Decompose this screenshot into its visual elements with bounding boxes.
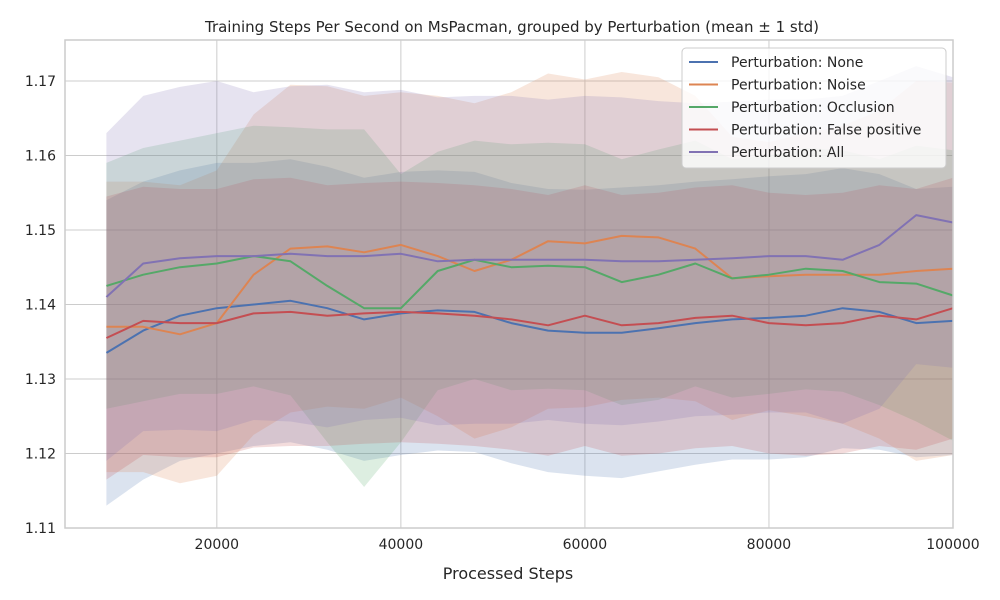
x-axis-label: Processed Steps [443,564,574,583]
series-line-0 [105,299,954,354]
std-band-series-3 [106,177,953,480]
y-tick-label: 1.15 [25,223,56,239]
std-band-series-2 [106,125,953,487]
series-line-4 [105,214,954,298]
std-bands [106,66,953,506]
y-tick-label: 1.16 [25,148,56,164]
plot-frame [64,39,954,529]
y-tick-label: 1.17 [25,74,56,90]
std-band-series-0 [106,159,953,506]
y-tick-label: 1.13 [25,372,56,388]
series-line-2 [106,255,954,310]
x-axis-ticks: 20000 40000 60000 80000 100000 [195,537,980,553]
x-tick-label: 20000 [195,537,240,553]
y-tick-label: 1.12 [25,446,56,462]
legend-box [681,47,947,169]
legend-label-1: Perturbation: Noise [731,78,866,94]
x-tick-label: 80000 [747,537,792,553]
chart-title: Training Steps Per Second on MsPacman, g… [204,18,819,36]
plot-area [64,39,954,529]
legend-label-2: Perturbation: Occlusion [731,100,895,116]
series-line-1 [106,234,954,336]
series-line-3 [105,307,954,339]
legend: Perturbation: None Perturbation: Noise Per… [681,47,947,169]
std-band-series-1 [106,72,953,484]
x-tick-label: 60000 [563,537,608,553]
legend-label-3: Perturbation: False positive [731,123,921,139]
y-tick-label: 1.14 [25,297,56,313]
series-lines [105,214,954,354]
x-tick-label: 100000 [926,537,979,553]
legend-label-4: Perturbation: All [731,145,844,161]
legend-label-0: Perturbation: None [731,55,863,71]
y-axis-ticks: 1.11 1.12 1.13 1.14 1.15 1.16 1.17 [25,74,56,537]
y-tick-label: 1.11 [25,521,56,537]
x-tick-label: 40000 [379,537,424,553]
